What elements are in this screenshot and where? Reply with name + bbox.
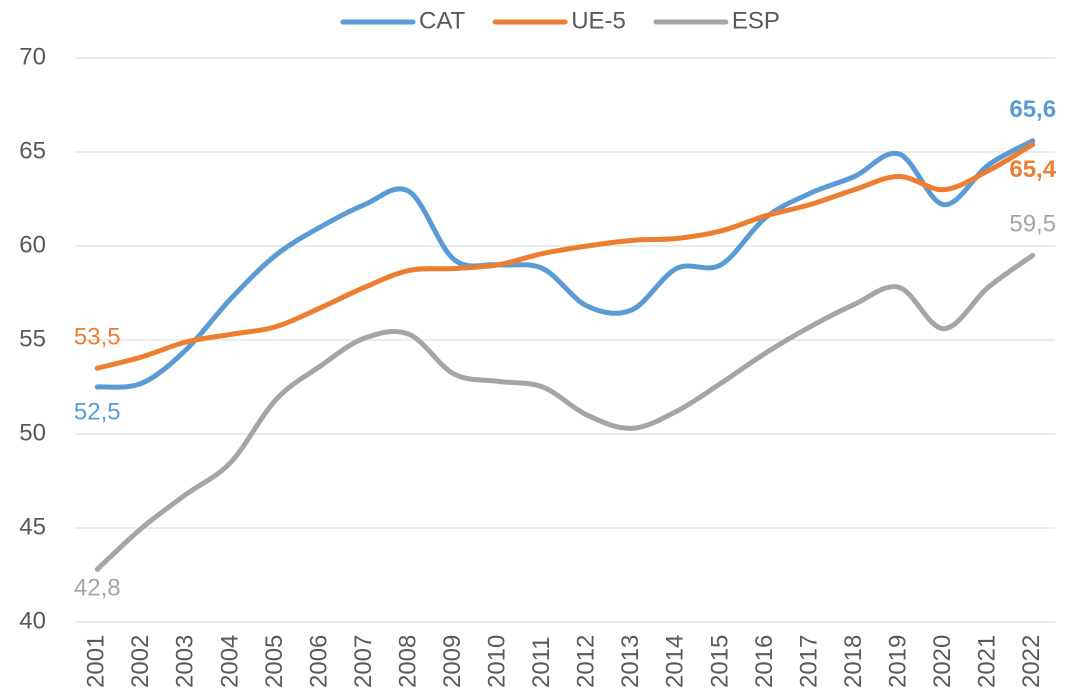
x-tick-label: 2016 xyxy=(751,635,778,688)
x-tick-label: 2018 xyxy=(840,635,867,688)
y-tick-label: 50 xyxy=(19,419,46,446)
x-tick-label: 2010 xyxy=(484,635,511,688)
x-tick-label: 2001 xyxy=(83,635,110,688)
data-label: 52,5 xyxy=(74,398,121,425)
data-label: 65,4 xyxy=(1009,156,1056,183)
x-tick-label: 2004 xyxy=(216,635,243,688)
x-tick-label: 2019 xyxy=(884,635,911,688)
y-tick-label: 45 xyxy=(19,513,46,540)
legend-label: CAT xyxy=(419,7,466,34)
x-tick-label: 2008 xyxy=(394,635,421,688)
series-line xyxy=(94,141,1036,371)
x-tick-label: 2021 xyxy=(974,635,1001,688)
x-tick-label: 2014 xyxy=(662,635,689,688)
y-tick-label: 55 xyxy=(19,325,46,352)
x-tick-label: 2015 xyxy=(706,635,733,688)
x-tick-label: 2013 xyxy=(617,635,644,688)
x-tick-label: 2012 xyxy=(573,635,600,688)
x-tick-label: 2009 xyxy=(439,635,466,688)
y-tick-label: 70 xyxy=(19,43,46,70)
x-tick-label: 2002 xyxy=(127,635,154,688)
x-tick-label: 2022 xyxy=(1018,635,1045,688)
x-tick-label: 2007 xyxy=(350,635,377,688)
y-tick-label: 65 xyxy=(19,137,46,164)
data-label: 59,5 xyxy=(1009,211,1056,238)
y-tick-label: 40 xyxy=(19,607,46,634)
series-line xyxy=(94,252,1036,572)
legend-label: UE-5 xyxy=(571,7,626,34)
series-line xyxy=(94,138,1036,390)
x-tick-label: 2017 xyxy=(795,635,822,688)
data-label: 42,8 xyxy=(74,575,121,602)
x-tick-label: 2005 xyxy=(261,635,288,688)
y-tick-label: 60 xyxy=(19,231,46,258)
data-label: 65,6 xyxy=(1009,96,1056,123)
data-label: 53,5 xyxy=(74,324,121,351)
x-tick-label: 2020 xyxy=(929,635,956,688)
legend-label: ESP xyxy=(732,7,780,34)
x-tick-label: 2003 xyxy=(172,635,199,688)
x-tick-label: 2006 xyxy=(305,635,332,688)
x-tick-label: 2011 xyxy=(528,636,555,688)
